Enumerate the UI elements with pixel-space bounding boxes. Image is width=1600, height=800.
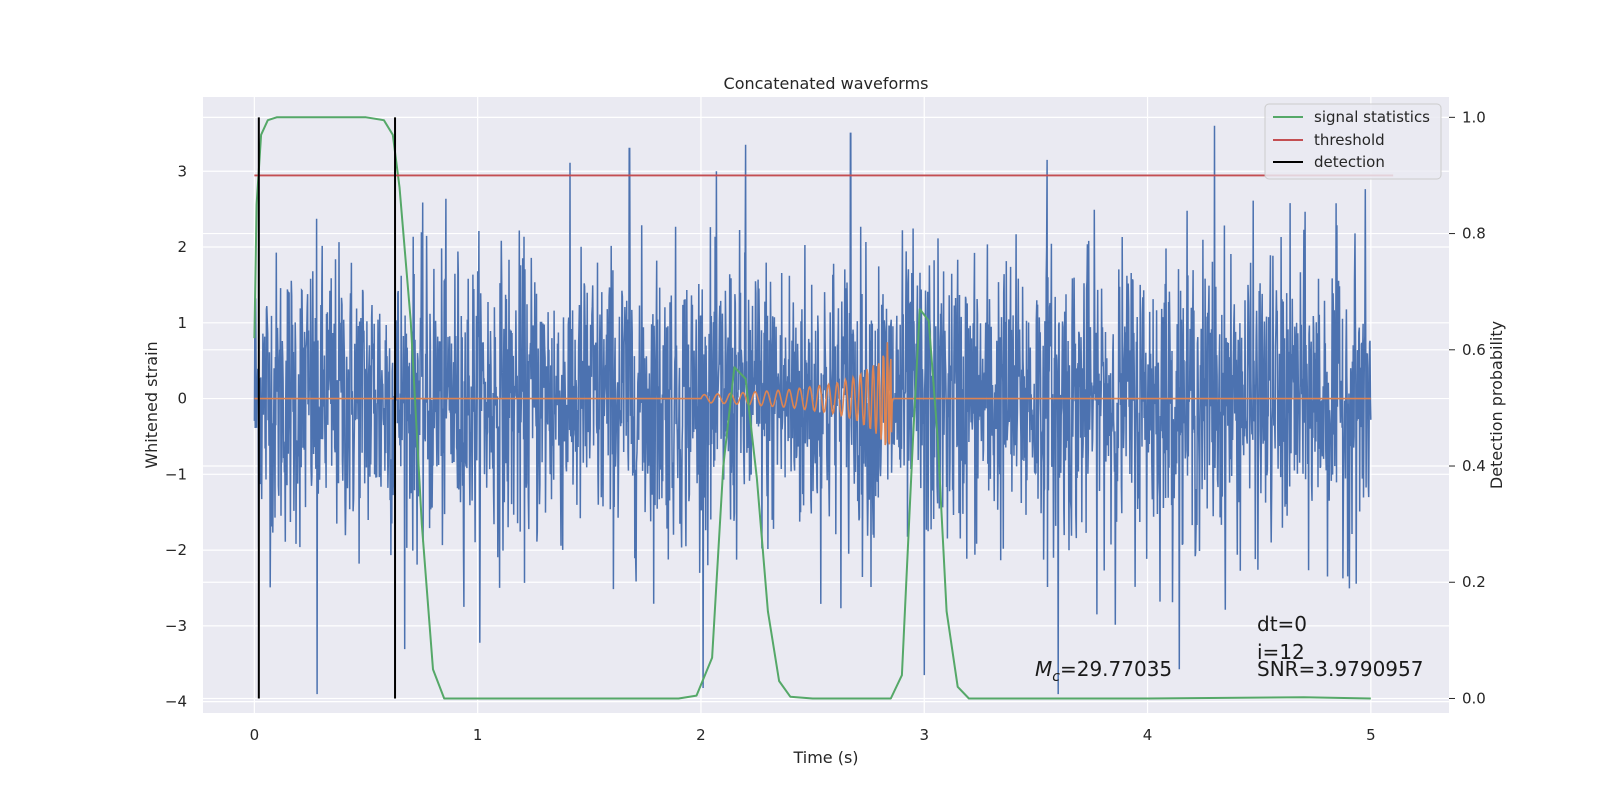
y-tick-label: 1 xyxy=(177,314,187,332)
annotation-chirp-mass: Mc=29.77035 xyxy=(1035,657,1172,685)
legend: signal statistics threshold detection xyxy=(1264,103,1442,180)
legend-label-signal-statistics: signal statistics xyxy=(1314,108,1430,126)
x-tick-label: 2 xyxy=(696,726,706,744)
y-tick-label: −4 xyxy=(165,693,187,711)
y-axis-label: Whitened strain xyxy=(142,341,161,468)
y-tick-label: 3 xyxy=(177,162,187,180)
y2-axis-label: Detection probability xyxy=(1487,321,1506,489)
x-tick-label: 4 xyxy=(1143,726,1153,744)
y2-tick-label: 0.4 xyxy=(1462,457,1486,475)
signal-statistics-line xyxy=(253,116,1371,700)
y-tick-label: 0 xyxy=(177,390,187,408)
y-tick-label: −2 xyxy=(165,541,187,559)
legend-label-detection: detection xyxy=(1314,153,1385,171)
annotation-snr: SNR=3.9790957 xyxy=(1257,657,1423,681)
noise-line xyxy=(253,125,1372,695)
y2-tick-label: 0.2 xyxy=(1462,573,1486,591)
y2-tick-label: 0.8 xyxy=(1462,225,1486,243)
y2-tick-label: 0.0 xyxy=(1462,689,1486,707)
signal-statistics-series xyxy=(253,116,1371,700)
annotation-dt: dt=0 xyxy=(1257,612,1307,636)
y2-axis-ticks: 0.0 0.2 0.4 0.6 0.8 1.0 xyxy=(1449,108,1486,707)
chirp-line xyxy=(254,342,1371,446)
y-axis-ticks: −4 −3 −2 −1 0 1 2 3 xyxy=(165,162,187,710)
chart-title: Concatenated waveforms xyxy=(724,74,929,93)
detection-lines xyxy=(257,117,397,699)
legend-frame xyxy=(1264,103,1442,180)
x-axis-ticks: 0 1 2 3 4 5 xyxy=(250,726,1376,744)
strain-noise-series xyxy=(253,125,1372,695)
chirp-waveform-series xyxy=(254,342,1371,446)
x-tick-label: 3 xyxy=(919,726,929,744)
x-tick-label: 0 xyxy=(250,726,260,744)
y-tick-label: −1 xyxy=(165,465,187,483)
annotation-i: i=12 xyxy=(1257,640,1305,664)
y-tick-label: −3 xyxy=(165,617,187,635)
legend-label-threshold: threshold xyxy=(1314,131,1385,149)
x-tick-label: 5 xyxy=(1366,726,1376,744)
y2-tick-label: 0.6 xyxy=(1462,341,1486,359)
y-tick-label: 2 xyxy=(177,238,187,256)
x-axis-label: Time (s) xyxy=(792,748,858,767)
x-tick-label: 1 xyxy=(473,726,483,744)
y2-tick-label: 1.0 xyxy=(1462,108,1486,126)
